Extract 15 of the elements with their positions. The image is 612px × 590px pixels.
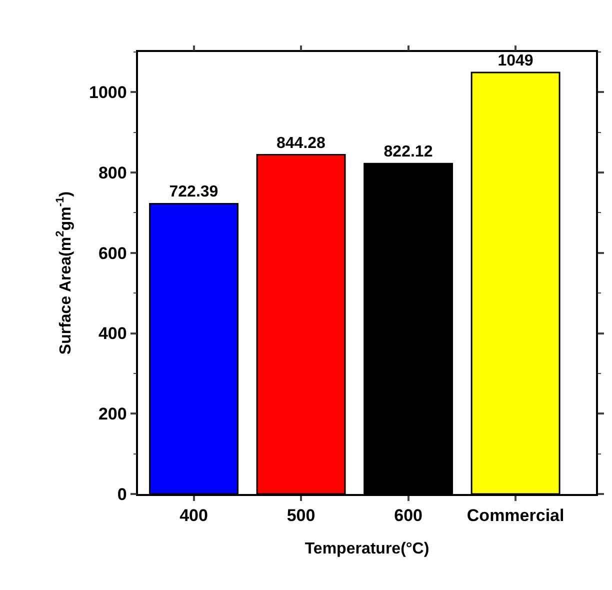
x-tick-label: 500: [286, 506, 316, 526]
data-label: 822.12: [384, 144, 433, 161]
data-label: 1049: [498, 52, 534, 70]
x-axis-title: Temperature(°C): [304, 540, 430, 558]
x-tick-label: Commercial: [466, 506, 564, 526]
data-label: 722.39: [169, 184, 218, 201]
y-tick-label: 1000: [89, 83, 127, 102]
x-tick-label: 400: [180, 506, 208, 526]
y-tick-label: 200: [98, 404, 127, 424]
y-tick-label: 0: [117, 484, 127, 504]
data-label: 844.28: [276, 134, 326, 152]
y-tick-label: 600: [98, 244, 127, 263]
x-tick-label: 600: [394, 506, 422, 526]
y-tick-label: 400: [98, 324, 127, 344]
y-tick-label: 800: [98, 164, 127, 182]
